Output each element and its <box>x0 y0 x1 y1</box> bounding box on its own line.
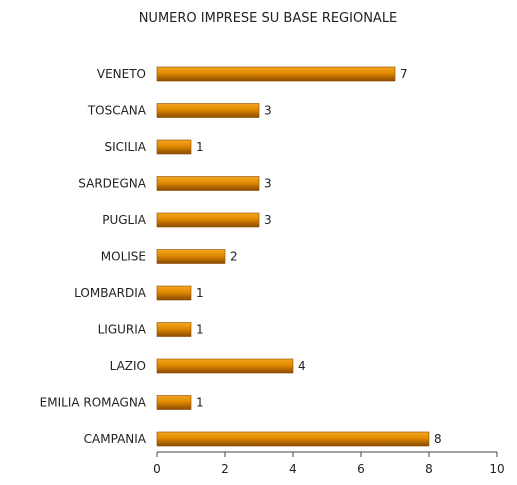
bar <box>156 103 260 118</box>
x-tick-label: 10 <box>489 462 504 476</box>
bar <box>156 395 192 410</box>
category-label: EMILIA ROMAGNA <box>40 396 147 410</box>
bar <box>156 358 294 374</box>
chart-title: NUMERO IMPRESE SU BASE REGIONALE <box>139 11 398 26</box>
category-label: LIGURIA <box>98 323 147 337</box>
x-tick-label: 2 <box>221 462 229 476</box>
category-label: VENETO <box>97 67 146 81</box>
bar <box>156 431 430 447</box>
x-tick-label: 8 <box>425 462 433 476</box>
bar <box>156 249 226 264</box>
bar <box>156 212 260 228</box>
category-label: SARDEGNA <box>78 177 146 191</box>
category-label: CAMPANIA <box>84 432 147 446</box>
value-label: 3 <box>264 213 272 227</box>
x-tick-label: 4 <box>289 462 297 476</box>
category-label: LAZIO <box>110 359 146 373</box>
bar <box>156 285 192 301</box>
value-label: 1 <box>196 323 204 337</box>
value-label: 3 <box>264 104 272 118</box>
bar <box>156 66 396 82</box>
x-tick-label: 6 <box>357 462 365 476</box>
x-tick-label: 0 <box>153 462 161 476</box>
value-label: 3 <box>264 177 272 191</box>
value-label: 4 <box>298 359 306 373</box>
bars-layer: VENETO 7 TOSCANA 3 SICILIA 1 SARDEGNA 3 PUGLIA 3 M… <box>40 66 442 447</box>
category-label: LOMBARDIA <box>74 286 147 300</box>
category-label: TOSCANA <box>87 104 147 118</box>
value-label: 8 <box>434 432 442 446</box>
category-label: SICILIA <box>104 140 146 154</box>
bar <box>156 322 192 337</box>
category-label: PUGLIA <box>102 213 147 227</box>
bar <box>156 139 192 155</box>
value-label: 2 <box>230 250 238 264</box>
value-label: 1 <box>196 140 204 154</box>
category-label: MOLISE <box>101 250 146 264</box>
x-axis: 0 2 4 6 8 10 <box>153 451 505 476</box>
value-label: 1 <box>196 286 204 300</box>
bar <box>156 176 260 191</box>
value-label: 1 <box>196 396 204 410</box>
value-label: 7 <box>400 67 408 81</box>
